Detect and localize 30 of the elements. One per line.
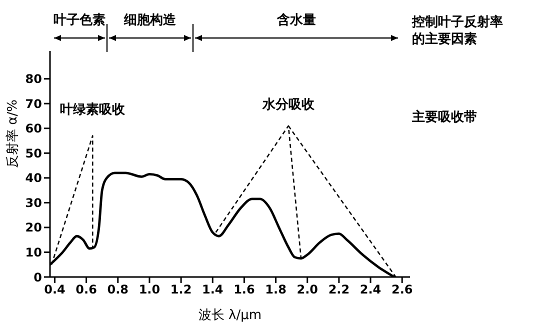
text: 含水量 <box>276 12 316 28</box>
y-axis-title: 反射率 α/% <box>4 100 21 168</box>
y-tick-label: 0 <box>34 270 42 284</box>
text: 叶子色素 <box>54 12 106 28</box>
text: 细胞构造 <box>123 13 177 28</box>
x-tick-label: 1.8 <box>265 282 286 297</box>
y-tick-label: 10 <box>25 245 42 260</box>
x-tick-label: 2.4 <box>360 282 382 297</box>
x-tick-label: 2.2 <box>328 282 350 297</box>
y-tick-label: 40 <box>25 171 42 186</box>
y-tick-label: 80 <box>25 72 42 86</box>
y-tick-label: 70 <box>25 96 42 111</box>
y-tick-label: 20 <box>25 220 42 235</box>
x-tick-label: 0.6 <box>76 282 97 297</box>
annotation: 水分吸收 <box>261 98 316 113</box>
x-axis-title: 波长 λ/μm <box>198 308 262 323</box>
x-tick-label: 1.6 <box>234 282 255 297</box>
annotation: 叶绿素吸收 <box>60 102 126 118</box>
x-tick-label: 1.2 <box>170 282 192 297</box>
y-tick-label: 50 <box>25 146 42 160</box>
y-tick-label: 30 <box>25 196 42 210</box>
x-tick-label: 0.8 <box>107 282 129 297</box>
x-tick-label: 2.6 <box>391 282 413 297</box>
x-tick-label: 0.4 <box>44 282 66 297</box>
y-tick-label: 60 <box>25 122 42 136</box>
x-tick-label: 2.0 <box>296 282 318 297</box>
text: 主要吸收带 <box>412 108 477 126</box>
x-tick-label: 1.0 <box>138 282 160 297</box>
text: 控制叶子反射率的主要因素 <box>412 14 504 48</box>
x-tick-label: 1.4 <box>202 282 224 297</box>
